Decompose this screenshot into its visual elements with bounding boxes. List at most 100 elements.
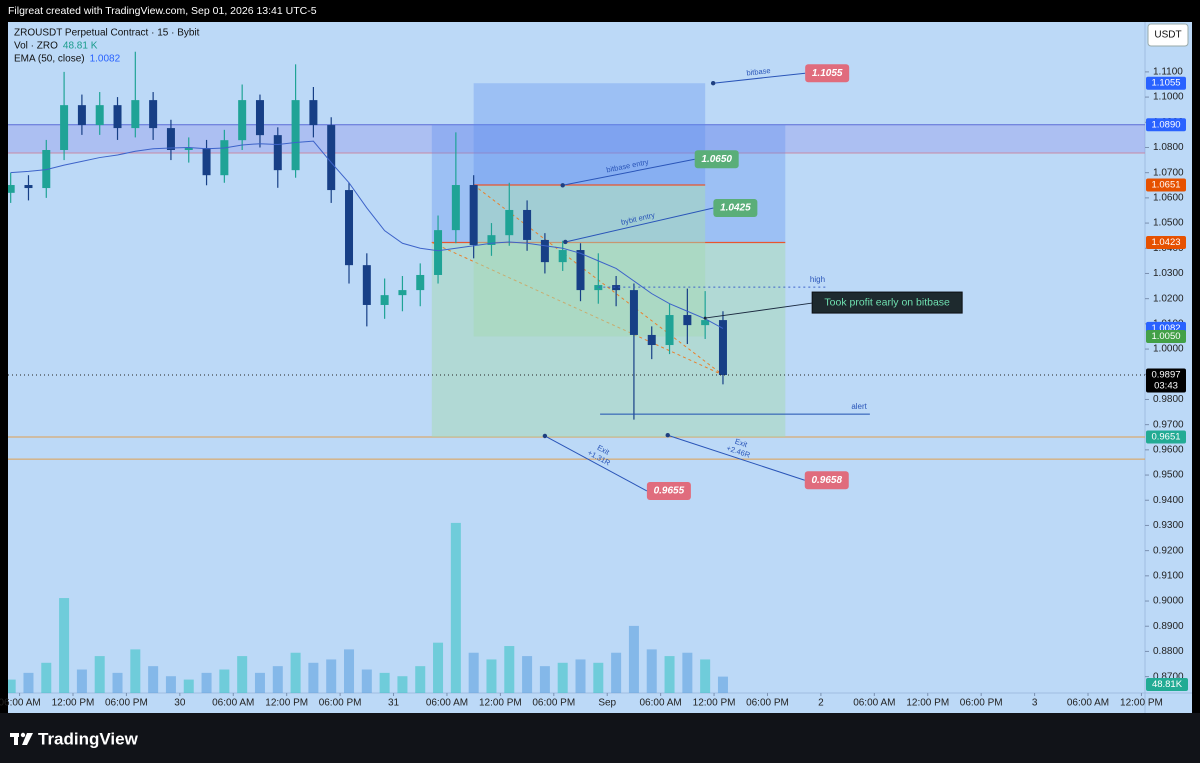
candle-body (8, 185, 15, 193)
volume-bar (468, 652, 479, 693)
x-tick-label: 06:00 AM (1067, 698, 1109, 709)
x-tick-label: 06:00 PM (319, 698, 362, 709)
x-tick-label: 06:00 PM (105, 698, 148, 709)
price-badge-countdown: 03:43 (1154, 381, 1178, 392)
candle-body (487, 235, 496, 245)
volume-badge-label: 48.81K (1152, 679, 1183, 690)
volume-bar (94, 656, 105, 693)
y-tick-label: 1.0800 (1153, 142, 1184, 153)
legend-name: Vol · ZRO (14, 41, 58, 52)
y-tick-label: 0.9200 (1153, 545, 1184, 556)
plot (8, 51, 1145, 693)
currency: USDT (1154, 30, 1181, 41)
candle-body (131, 100, 140, 129)
volume-bar (23, 672, 34, 693)
volume-bar (308, 662, 319, 693)
callout-line (713, 72, 806, 84)
x-tick-label: 12:00 PM (906, 698, 949, 709)
price-badge-label: 1.0890 (1151, 119, 1180, 130)
candle-body (77, 105, 86, 126)
x-tick-label: 06:00 PM (960, 698, 1003, 709)
y-tick-label: 0.9700 (1153, 419, 1184, 430)
volume-bar (593, 662, 604, 693)
price-badge-label: 1.0082 (1151, 323, 1180, 334)
candle-body (309, 100, 318, 126)
callout-line (565, 207, 714, 243)
price-badge-label: 1.0423 (1151, 237, 1180, 248)
volume-bar (575, 659, 586, 693)
y-tick-label: 0.9800 (1153, 394, 1184, 405)
footer-logo: TradingView (38, 729, 139, 748)
price-badge (1146, 368, 1186, 393)
x-tick-label: 06:00 PM (746, 698, 789, 709)
candle-body (701, 320, 710, 326)
y-tick-label: 0.9600 (1153, 444, 1184, 455)
x-tick-label: 06:00 PM (532, 698, 575, 709)
volume-bar (717, 676, 728, 693)
y-tick-label: 0.8900 (1153, 621, 1184, 632)
x-tick-label: 12:00 PM (52, 698, 95, 709)
candle-body (523, 209, 532, 240)
volume-badge (1146, 678, 1188, 691)
price-badge-label: 0.9651 (1151, 432, 1180, 443)
callout-value: 0.9655 (654, 486, 685, 497)
callout-box (804, 471, 849, 490)
candle-body (291, 100, 300, 171)
volume-bar (112, 672, 123, 693)
candle-body (540, 239, 549, 263)
y-tick-label: 0.9500 (1153, 470, 1184, 481)
volume-bar (433, 642, 444, 693)
candle-body (469, 185, 478, 245)
volume-bar (8, 679, 16, 693)
candle-body (594, 285, 603, 291)
volume-bar (557, 662, 568, 693)
x-tick-label: 06:00 AM (426, 698, 468, 709)
price-badge-label: 1.0651 (1151, 180, 1180, 191)
price-badge (1146, 430, 1186, 444)
y-tick-label: 1.0700 (1153, 167, 1184, 178)
price-badge (1146, 118, 1186, 132)
volume-bar (486, 659, 497, 693)
volume-bar (59, 598, 70, 693)
y-tick-label: 1.0200 (1153, 293, 1184, 304)
position-stop (473, 185, 706, 337)
callout-anchor (563, 239, 568, 245)
candle-body (202, 147, 211, 176)
volume-bar (450, 522, 461, 693)
candle-body (505, 209, 514, 236)
y-tick-label: 0.9100 (1153, 570, 1184, 581)
volume-bar (165, 676, 176, 693)
candle-body (273, 135, 282, 171)
candle-body (24, 185, 33, 189)
logo (10, 732, 33, 745)
callout-line (667, 434, 805, 481)
segment-label: high (810, 275, 825, 284)
x-tick-label: 06:00 AM (640, 698, 682, 709)
volume-bar (682, 652, 693, 693)
x-tick-label: 12:00 PM (1120, 698, 1163, 709)
callout-anchor (542, 433, 548, 439)
legend-value: 48.81 K (63, 41, 98, 52)
volume-bar (148, 666, 159, 693)
callout-line (544, 435, 648, 492)
volume-bar (522, 656, 533, 693)
candle-body (42, 150, 51, 189)
trade-path (431, 242, 724, 376)
volume-bar (539, 666, 550, 693)
candle-body (683, 315, 692, 326)
volume-bar (611, 652, 622, 693)
y-tick-label: 0.8800 (1153, 646, 1184, 657)
volume-bar (130, 649, 141, 693)
x-tick-label: 06:00 AM (0, 698, 41, 709)
candle-body (718, 320, 727, 376)
volume-bar (628, 625, 639, 693)
price-badge (1146, 76, 1186, 90)
volume-bar (183, 679, 194, 693)
volume-bar (397, 676, 408, 693)
candle-body (166, 128, 175, 151)
price-badge-label: 1.0050 (1151, 331, 1180, 342)
y-tick-label: 0.8700 (1153, 671, 1184, 682)
ema-line (10, 140, 724, 329)
y-tick-label: 1.0000 (1153, 344, 1184, 355)
